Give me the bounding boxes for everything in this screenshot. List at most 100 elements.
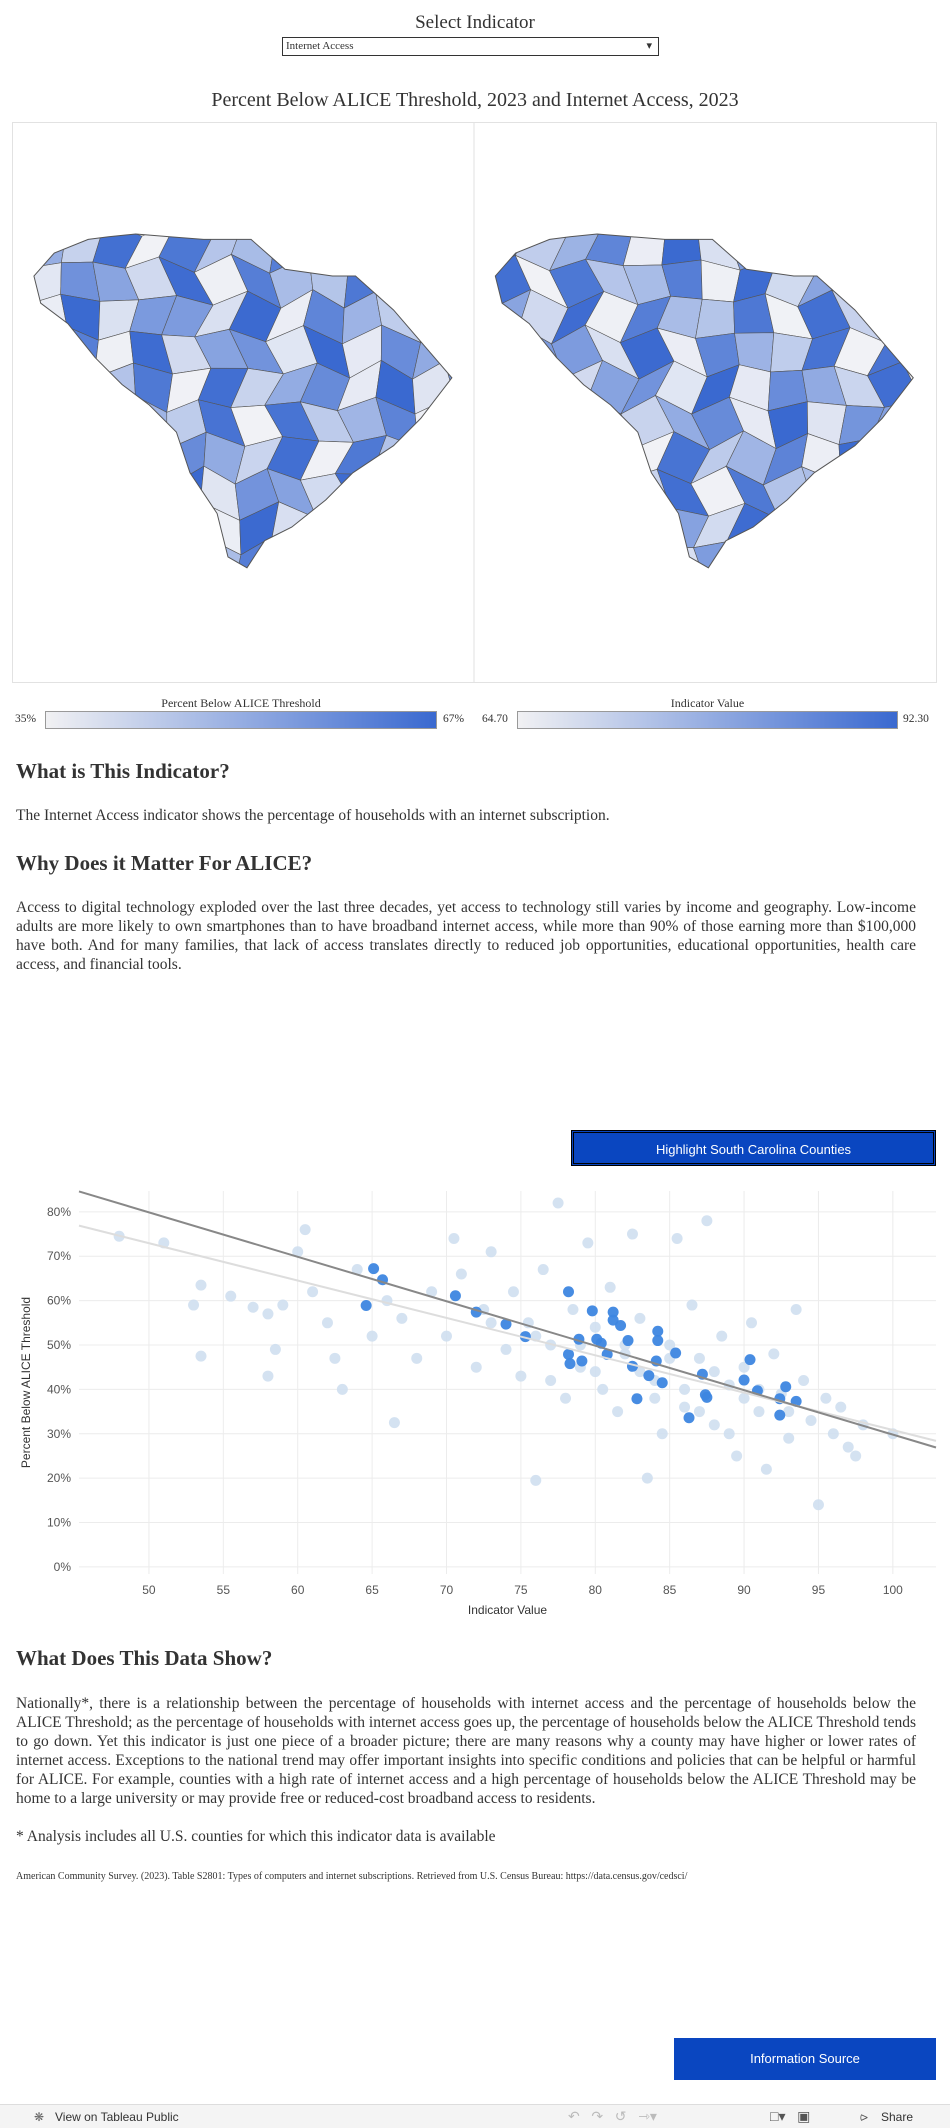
point (656, 1428, 668, 1440)
point (262, 1308, 274, 1320)
point (798, 1375, 810, 1387)
point (597, 1383, 609, 1395)
footnote: * Analysis includes all U.S. counties fo… (16, 1828, 496, 1845)
legend-title: Percent Below ALICE Threshold (161, 696, 321, 710)
point (708, 1366, 720, 1378)
point (626, 1228, 638, 1240)
y-tick-label: 40% (47, 1382, 71, 1396)
x-tick-label: 65 (365, 1583, 379, 1597)
point (612, 1406, 624, 1418)
y-tick-label: 80% (47, 1205, 71, 1219)
point (225, 1290, 237, 1302)
point (485, 1246, 497, 1258)
toolbar-icons: □▾ ▣ (770, 2108, 811, 2124)
view-link[interactable]: View on Tableau Public (55, 2110, 179, 2124)
legend-gradient (517, 711, 898, 729)
point (277, 1299, 289, 1311)
y-tick-label: 20% (47, 1471, 71, 1485)
point (552, 1197, 564, 1209)
county (939, 326, 950, 379)
point (701, 1215, 713, 1227)
point (470, 1361, 482, 1373)
x-tick-label: 95 (812, 1583, 826, 1597)
county (944, 539, 950, 589)
point (716, 1330, 728, 1342)
x-tick-label: 100 (883, 1583, 903, 1597)
share-icon: ⪧ (860, 2108, 868, 2124)
highlight-button[interactable]: Highlight South Carolina Counties (571, 1130, 936, 1166)
legend-max: 67% (443, 713, 465, 725)
county (939, 360, 950, 412)
x-tick-label: 90 (737, 1583, 751, 1597)
undo-redo-icons: ↶ ↷ ↺ ⇾▾ (568, 2108, 657, 2124)
point (537, 1264, 549, 1276)
section-heading: What is This Indicator? (16, 759, 230, 783)
x-axis-title: Indicator Value (468, 1603, 547, 1617)
county (940, 507, 950, 551)
point (783, 1406, 795, 1418)
toolbar: ❋ View on Tableau Public ↶ ↷ ↺ ⇾▾ □▾ ▣ ⪧… (0, 2104, 950, 2128)
section-heading: What Does This Data Show? (16, 1646, 273, 1670)
point (545, 1375, 557, 1387)
x-tick-label: 60 (291, 1583, 305, 1597)
point (604, 1281, 616, 1293)
point (563, 1348, 575, 1360)
point (820, 1392, 832, 1404)
point (760, 1463, 772, 1475)
point (631, 1393, 643, 1405)
section-heading: Why Does it Matter For ALICE? (16, 851, 313, 875)
section-text: Nationally*, there is a relationship bet… (16, 1695, 916, 1807)
point (693, 1352, 705, 1364)
point (589, 1366, 601, 1378)
point (768, 1348, 780, 1360)
point (440, 1330, 452, 1342)
point (643, 1370, 655, 1382)
y-tick-label: 0% (54, 1560, 72, 1574)
point (738, 1361, 750, 1373)
point (195, 1350, 207, 1362)
point (351, 1264, 363, 1276)
legend-title: Indicator Value (670, 696, 745, 710)
county (938, 396, 950, 444)
indicator-dropdown[interactable]: Internet Access (282, 37, 659, 56)
x-tick-label: 70 (440, 1583, 454, 1597)
point (622, 1335, 634, 1347)
point (262, 1370, 274, 1382)
point (321, 1317, 333, 1329)
point (649, 1392, 661, 1404)
point (411, 1352, 423, 1364)
point (683, 1412, 695, 1424)
point (686, 1299, 698, 1311)
y-tick-label: 60% (47, 1294, 71, 1308)
point (850, 1450, 862, 1462)
point (500, 1343, 512, 1355)
point (615, 1319, 627, 1331)
point (670, 1347, 682, 1359)
share-link[interactable]: Share (881, 2110, 914, 2124)
point (708, 1419, 720, 1431)
section-text: The Internet Access indicator shows the … (16, 807, 610, 824)
x-tick-label: 85 (663, 1583, 677, 1597)
point (455, 1268, 467, 1280)
legend-gradient (45, 711, 437, 729)
x-tick-label: 55 (217, 1583, 231, 1597)
point (388, 1417, 400, 1429)
map-title: Percent Below ALICE Threshold, 2023 and … (211, 89, 739, 111)
point (783, 1432, 795, 1444)
legend-min: 35% (15, 713, 37, 725)
state-outline (33, 233, 453, 569)
point (307, 1286, 319, 1298)
county (412, 360, 452, 415)
point (269, 1343, 281, 1355)
info-button[interactable]: Information Source (674, 2038, 936, 2080)
point (582, 1237, 594, 1249)
point (576, 1355, 588, 1367)
point (560, 1392, 572, 1404)
y-tick-label: 10% (47, 1516, 71, 1530)
point (723, 1428, 735, 1440)
point (195, 1279, 207, 1291)
point (774, 1409, 786, 1421)
point (746, 1317, 758, 1329)
point (652, 1325, 664, 1337)
point (656, 1377, 668, 1389)
